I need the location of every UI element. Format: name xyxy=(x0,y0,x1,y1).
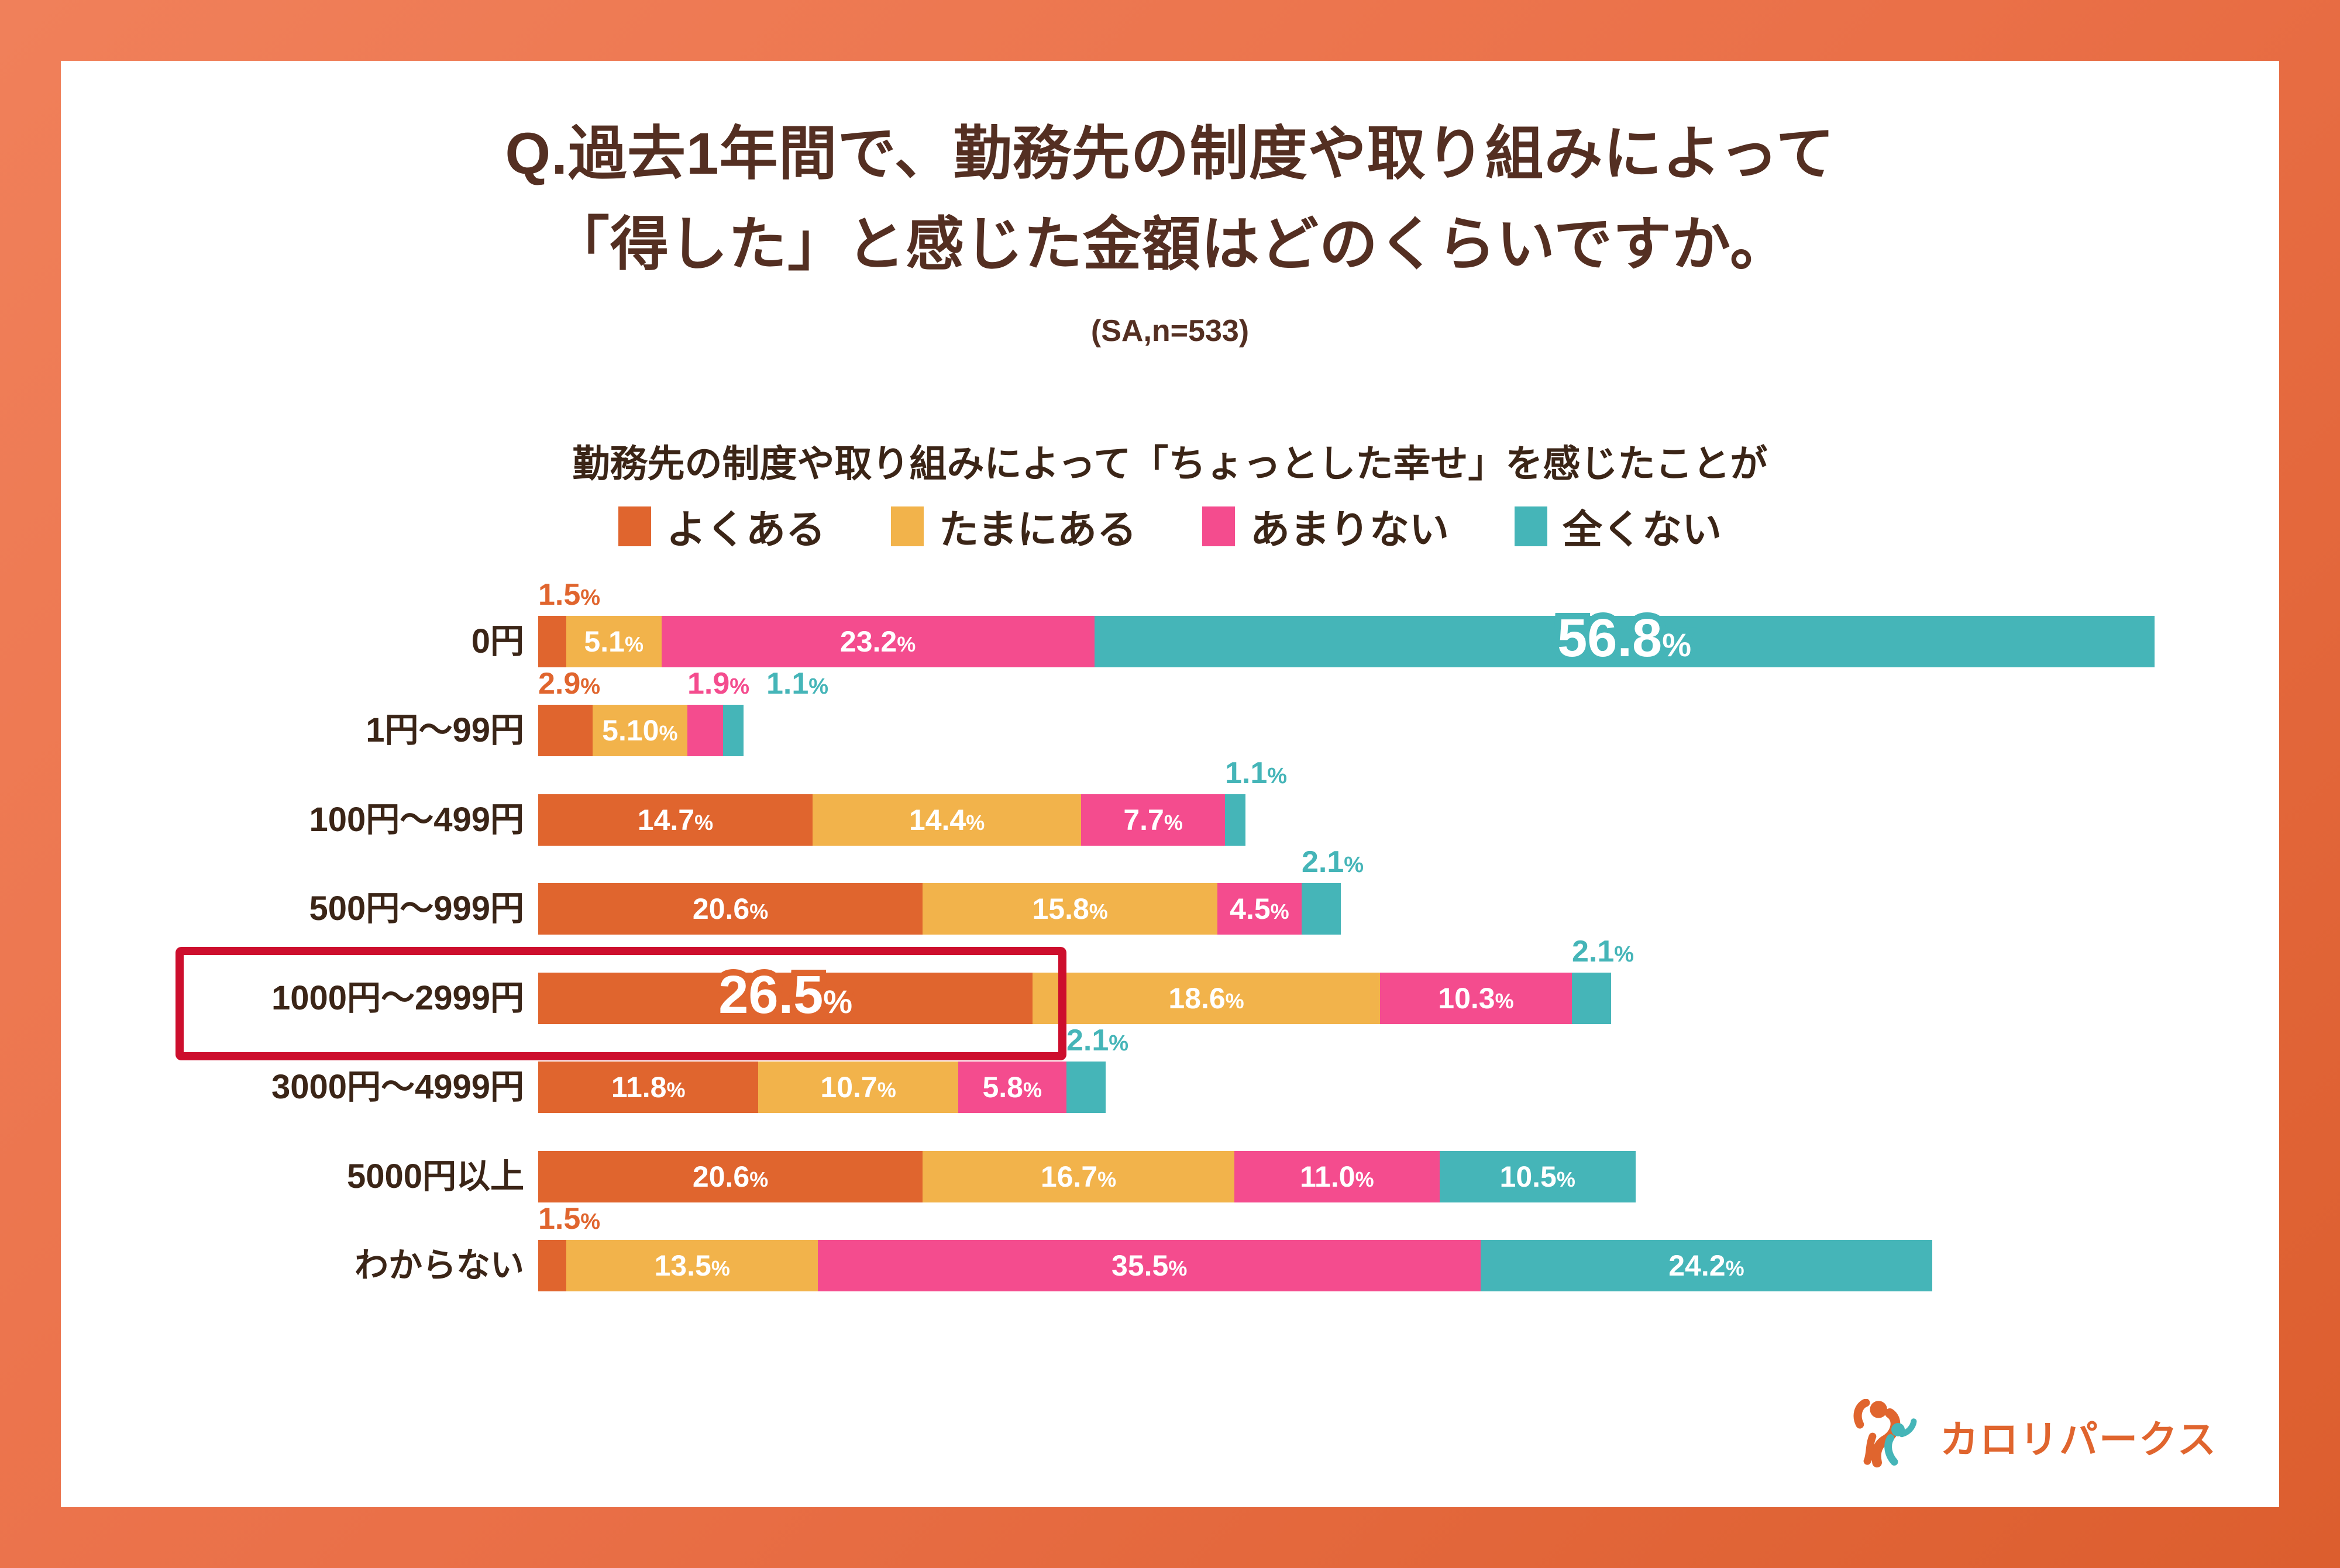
legend-item: 全くない xyxy=(1514,497,1722,555)
orange-legend-swatch xyxy=(618,506,651,546)
chart-title: Q.過去1年間で、勤務先の制度や取り組みによって 「得した」と感じた金額はどのく… xyxy=(0,109,2340,290)
legend-item: よくある xyxy=(618,497,825,555)
legend: よくある たまにある あまりない 全くない xyxy=(0,497,2340,555)
pink-legend-swatch xyxy=(1202,506,1235,546)
sample-note: (SA,n=533) xyxy=(1090,314,1250,348)
teal-legend-swatch xyxy=(1514,506,1547,546)
legend-label: あまりない xyxy=(1250,508,1449,552)
legend-label: よくある xyxy=(666,508,825,552)
chart-subtitle: 勤務先の制度や取り組みによって「ちょっとした幸せ」を感じたことが xyxy=(572,443,1768,485)
legend-label: 全くない xyxy=(1562,508,1722,552)
yellow-legend-swatch xyxy=(891,506,924,546)
legend-label: たまにある xyxy=(939,508,1137,552)
logo: カロリパークス xyxy=(1849,1399,2217,1474)
chart-title-line1: Q.過去1年間で、勤務先の制度や取り組みによって xyxy=(505,121,1835,187)
legend-item: あまりない xyxy=(1202,497,1449,555)
legend-item: たまにある xyxy=(891,497,1137,555)
logo-icon xyxy=(1853,1399,1917,1468)
logo-text: カロリパークス xyxy=(1940,1418,2218,1461)
chart-title-line2: 「得した」と感じた金額はどのくらいですか。 xyxy=(551,212,1789,277)
